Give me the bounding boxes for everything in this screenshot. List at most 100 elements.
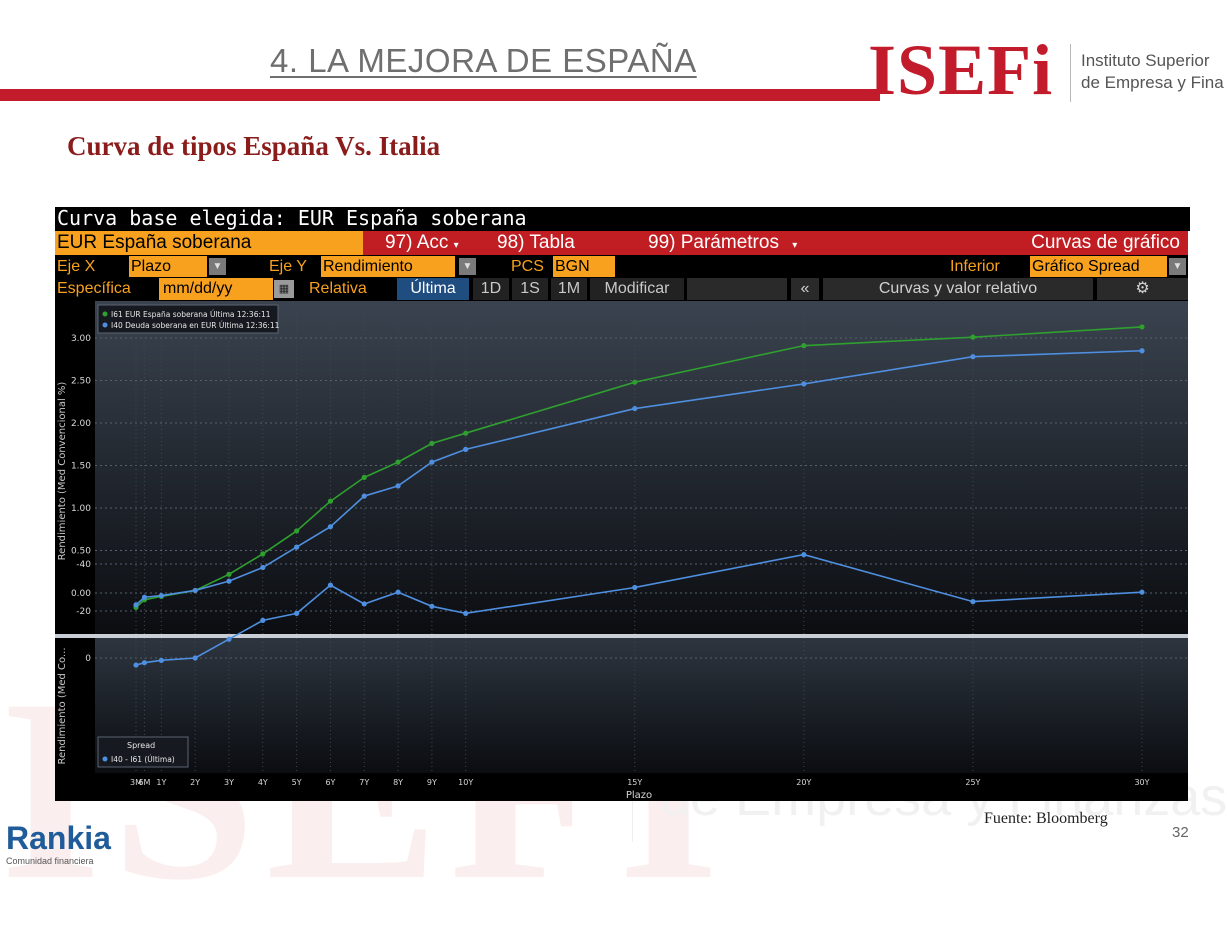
tab-1s[interactable]: 1S: [512, 278, 548, 300]
parametros-button[interactable]: 99) Parámetros ▾: [648, 231, 797, 258]
top-y-tick-label: 0.00: [71, 589, 91, 599]
tab-1m[interactable]: 1M: [551, 278, 587, 300]
spread-point: [133, 662, 139, 668]
logo-divider: [1070, 44, 1071, 102]
rankia-logo: Rankia: [6, 820, 111, 856]
bottom-legend-box: [97, 736, 189, 768]
axis-settings-row: Eje X Plazo ▼ Eje Y Rendimiento ▼ PCS BG…: [55, 256, 1188, 277]
curvas-grafico-button[interactable]: Curvas de gráfico: [1031, 232, 1180, 253]
x-axis-label: Plazo: [626, 790, 652, 801]
modificar-field[interactable]: [687, 278, 787, 300]
top-y-tick-label: 0.50: [71, 547, 91, 557]
relativa-label: Relativa: [309, 280, 367, 297]
series-0-point: [327, 498, 334, 504]
spread-line: [135, 553, 1143, 666]
series-line-1: [135, 349, 1143, 606]
gear-icon[interactable]: ⚙: [1097, 278, 1188, 300]
series-1-point: [141, 594, 148, 600]
rankia-tagline: Comunidad financiera: [6, 856, 94, 866]
bottom-legend-entry: I40 - I61 (Última): [111, 755, 175, 764]
series-1-point: [260, 564, 266, 571]
acc-button[interactable]: 97) Acc ▾: [385, 231, 459, 258]
x-tick-label: 10Y: [458, 778, 473, 787]
bottom-plot-area: [95, 638, 1188, 773]
collapse-button[interactable]: «: [791, 278, 819, 300]
x-tick-label: 5Y: [292, 778, 302, 787]
modificar-button[interactable]: Modificar: [590, 278, 684, 300]
series-0-point: [632, 379, 638, 385]
inferior-dropdown-icon[interactable]: ▼: [1169, 258, 1186, 275]
spread-point: [327, 582, 334, 588]
top-y-tick-label: 1.00: [71, 504, 91, 514]
bottom-y-tick-label: -20: [76, 607, 91, 617]
series-1-point: [361, 493, 367, 499]
page-number: 32: [1172, 824, 1189, 841]
date-settings-row: Específica mm/dd/yy ▦ Relativa Última 1D…: [55, 278, 1188, 300]
date-input[interactable]: mm/dd/yy: [159, 278, 273, 300]
parametros-label: 99) Parámetros: [648, 232, 779, 253]
header-band: [0, 89, 880, 101]
series-1-point: [294, 544, 300, 550]
series-1-point: [327, 524, 334, 530]
especifica-label: Específica: [57, 280, 131, 297]
source-note: Fuente: Bloomberg: [984, 810, 1108, 827]
top-y-tick-label: 3.00: [71, 334, 91, 344]
calendar-icon[interactable]: ▦: [274, 280, 294, 298]
tab-ultima[interactable]: Última: [397, 278, 469, 300]
x-tick-label: 6Y: [325, 778, 335, 787]
bottom-y-tick-label: 0: [85, 654, 91, 664]
ejey-label: Eje Y: [269, 258, 307, 275]
series-0-point: [361, 474, 367, 480]
slide-title: 4. LA MEJORA DE ESPAÑA: [270, 42, 697, 79]
x-tick-label: 20Y: [796, 778, 811, 787]
terminal-toolbar: EUR España soberana 97) Acc ▾ 98) Tabla …: [55, 231, 1188, 255]
top-y-axis-label: Rendimiento (Med Convencional %): [57, 382, 68, 561]
series-1-point: [226, 578, 232, 584]
x-tick-label: 9Y: [427, 778, 437, 787]
series-0-point: [1139, 324, 1145, 330]
top-legend-entry: I61 EUR España soberana Última 12:36:11: [111, 310, 271, 319]
parametros-dropdown-icon: ▾: [792, 240, 798, 251]
top-legend-box: [97, 304, 279, 334]
spread-point: [226, 636, 232, 642]
acc-label: 97) Acc: [385, 232, 449, 253]
x-tick-label: 2Y: [190, 778, 200, 787]
pcs-input[interactable]: BGN: [553, 256, 615, 277]
curvas-valor-button[interactable]: Curvas y valor relativo: [823, 278, 1093, 300]
ejex-select[interactable]: Plazo: [129, 256, 207, 277]
ejex-dropdown-icon[interactable]: ▼: [209, 258, 226, 275]
spread-point: [294, 610, 300, 616]
series-1-point: [632, 405, 638, 412]
spread-point: [970, 599, 976, 605]
spread-point: [801, 552, 807, 558]
spread-point: [141, 660, 148, 666]
ejey-dropdown-icon[interactable]: ▼: [459, 258, 476, 275]
logo-tagline-1: Instituto Superior: [1081, 51, 1210, 70]
spread-point: [158, 657, 164, 663]
ejey-select[interactable]: Rendimiento: [321, 256, 455, 277]
tabla-button[interactable]: 98) Tabla: [497, 232, 575, 253]
inferior-select[interactable]: Gráfico Spread: [1030, 256, 1167, 277]
x-tick-label: 1Y: [156, 778, 166, 787]
spread-point: [632, 584, 638, 591]
tab-1d[interactable]: 1D: [473, 278, 509, 300]
x-tick-label: 15Y: [627, 778, 642, 787]
curve-selector[interactable]: EUR España soberana: [55, 231, 363, 255]
spread-point: [1139, 589, 1145, 595]
series-1-point: [192, 587, 198, 594]
series-1-point: [801, 381, 807, 387]
series-0-point: [970, 334, 976, 340]
yield-curve-chart: 0.00 0.50 1.00 1.50 2.00 2.50 3.00 Rendimiento …: [55, 301, 1188, 801]
terminal-title: Curva base elegida: EUR España soberana: [55, 207, 1190, 231]
top-y-tick-label: 2.00: [71, 419, 91, 429]
series-1-point: [158, 592, 164, 599]
bloomberg-terminal: Curva base elegida: EUR España soberana …: [55, 207, 1190, 801]
bottom-legend-title: Spread: [127, 741, 155, 750]
ejex-label: Eje X: [57, 258, 96, 275]
x-tick-label: 3Y: [224, 778, 234, 787]
x-tick-label: 6M: [138, 778, 150, 787]
series-0-point: [226, 571, 232, 577]
watermark-divider: [632, 772, 633, 842]
section-title: Curva de tipos España Vs. Italia: [67, 131, 441, 161]
top-y-tick-label: 1.50: [71, 462, 91, 472]
